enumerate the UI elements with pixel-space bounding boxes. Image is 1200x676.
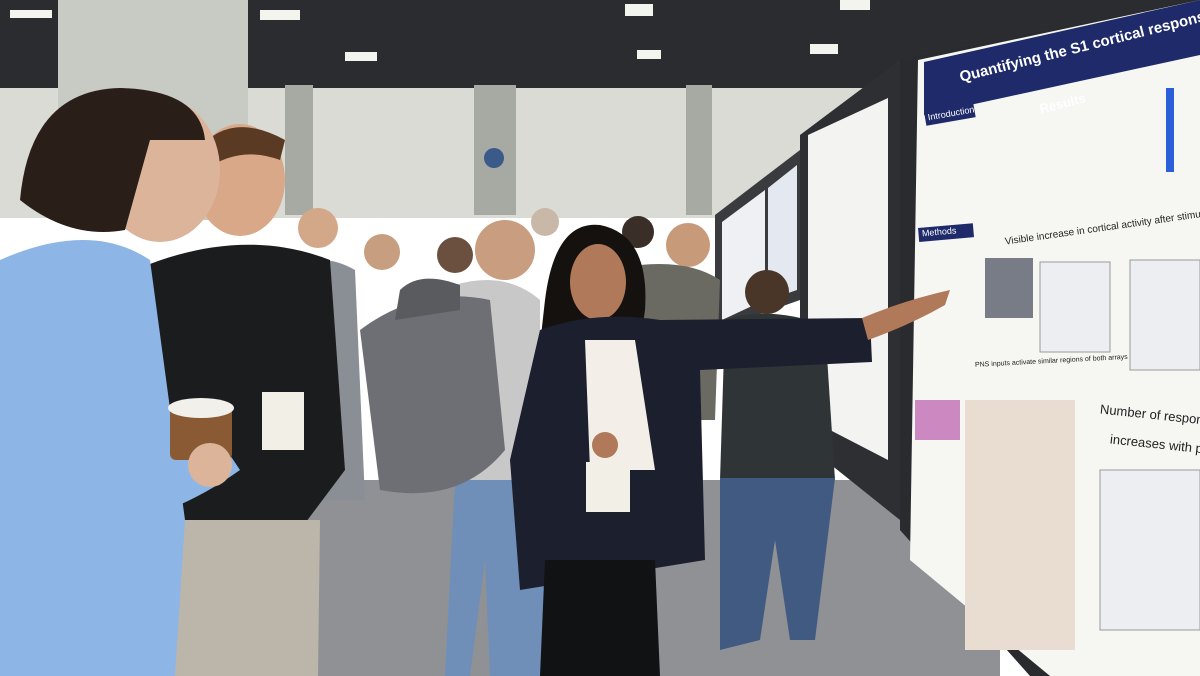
poster	[768, 165, 797, 300]
pillar	[686, 85, 712, 215]
ceiling-light	[345, 52, 377, 61]
ceiling-light	[810, 44, 838, 54]
ceiling-light	[637, 50, 661, 59]
person-hand	[592, 432, 618, 458]
pillar	[285, 85, 313, 215]
ceiling-light	[840, 0, 870, 10]
person-head	[570, 244, 626, 320]
poster-header	[924, 0, 1200, 115]
ceiling-light	[260, 10, 300, 20]
figure	[1099, 469, 1200, 631]
person-head	[298, 208, 338, 248]
person-head	[745, 270, 789, 314]
person-hand	[188, 443, 232, 487]
person-head	[475, 220, 535, 280]
coffee-lid	[168, 398, 234, 418]
person-head	[364, 234, 400, 270]
section-band	[917, 223, 975, 242]
person-legs	[540, 560, 660, 676]
person-hair	[20, 88, 205, 232]
figure	[1129, 259, 1200, 371]
person-head	[531, 208, 559, 236]
person-shirt	[0, 240, 185, 676]
person-hair	[198, 127, 285, 170]
figure	[915, 400, 960, 440]
figure-bar	[1166, 88, 1174, 172]
section-heading: Methods	[922, 225, 958, 238]
person-legs	[160, 520, 320, 676]
person-head	[437, 237, 473, 273]
ceiling-light	[625, 4, 653, 16]
person-legs	[720, 478, 835, 650]
figure	[985, 258, 1033, 318]
section-band	[923, 103, 976, 126]
person-head	[666, 223, 710, 267]
poster	[808, 98, 888, 460]
name-badge	[586, 462, 630, 512]
figure	[1039, 261, 1111, 353]
name-badge	[262, 392, 304, 450]
ceiling-light	[10, 10, 52, 18]
person-body	[395, 278, 460, 320]
figure-grid	[965, 400, 1075, 650]
person-hand	[862, 290, 950, 340]
person-head	[622, 216, 654, 248]
backpack	[360, 296, 505, 494]
wall-sign	[484, 148, 504, 168]
